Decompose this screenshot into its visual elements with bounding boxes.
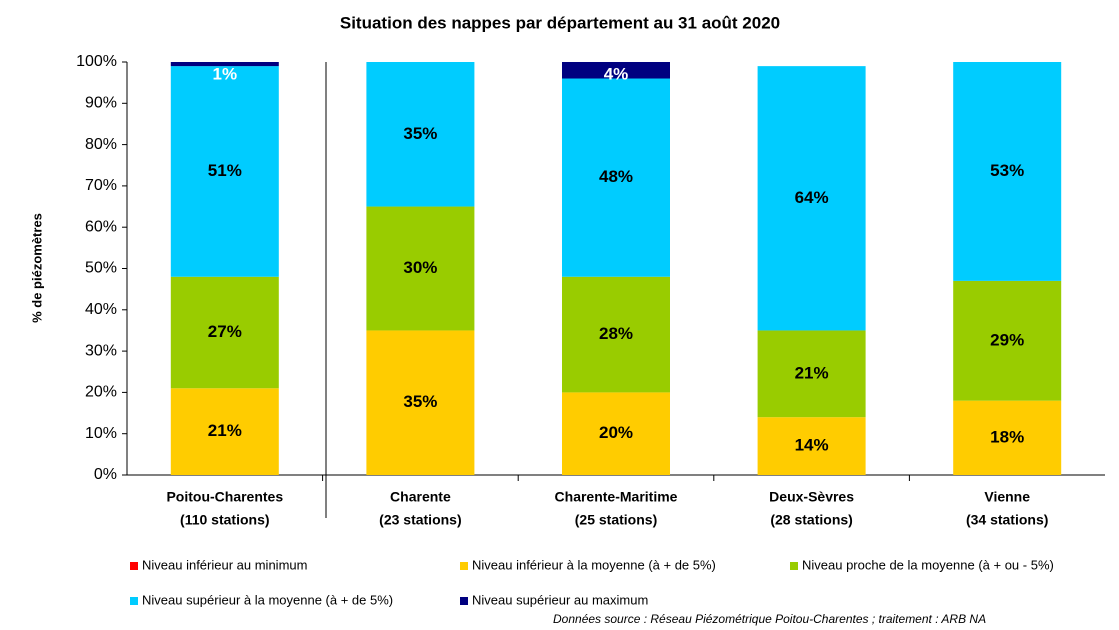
data-label: 48% bbox=[599, 167, 633, 186]
bar-segment bbox=[170, 62, 279, 67]
x-tick-label: (25 stations) bbox=[575, 512, 657, 528]
legend-label: Niveau inférieur au minimum bbox=[142, 557, 307, 572]
legend-swatch bbox=[460, 597, 468, 605]
legend-swatch bbox=[130, 597, 138, 605]
x-tick-label: (23 stations) bbox=[379, 512, 461, 528]
x-tick-label: Poitou-Charentes bbox=[166, 489, 283, 505]
y-tick-label: 90% bbox=[85, 95, 117, 112]
x-tick-label: Deux-Sèvres bbox=[769, 489, 854, 505]
bar-segment bbox=[562, 78, 670, 277]
bar-segment bbox=[562, 276, 670, 393]
x-tick-label: Charente bbox=[390, 489, 451, 505]
legend-swatch bbox=[460, 562, 468, 570]
bar-segment bbox=[170, 66, 279, 277]
y-tick-label: 0% bbox=[94, 466, 117, 483]
data-label: 30% bbox=[403, 258, 437, 277]
data-label: 20% bbox=[599, 423, 633, 442]
data-label: 64% bbox=[795, 188, 829, 207]
data-label: 4% bbox=[604, 64, 629, 83]
legend-label: Niveau supérieur au maximum bbox=[472, 592, 648, 607]
bar-segment bbox=[757, 417, 866, 475]
source-note: Données source : Réseau Piézométrique Po… bbox=[553, 612, 986, 626]
data-label: 28% bbox=[599, 324, 633, 343]
x-tick-label: Charente-Maritime bbox=[555, 489, 678, 505]
y-tick-label: 30% bbox=[85, 342, 117, 359]
data-label: 21% bbox=[795, 363, 829, 382]
data-label: 35% bbox=[403, 392, 437, 411]
legend-label: Niveau proche de la moyenne (à + ou - 5%… bbox=[802, 557, 1054, 572]
data-label: 27% bbox=[208, 322, 242, 341]
data-label: 35% bbox=[403, 124, 437, 143]
bar-segment bbox=[366, 206, 475, 331]
bar-segment bbox=[757, 66, 866, 331]
bar-segment bbox=[170, 388, 279, 475]
data-label: 18% bbox=[990, 427, 1024, 446]
bar-segment bbox=[953, 400, 1062, 475]
y-tick-label: 50% bbox=[85, 260, 117, 277]
y-tick-label: 20% bbox=[85, 384, 117, 401]
legend-label: Niveau supérieur à la moyenne (à + de 5%… bbox=[142, 592, 393, 607]
bar-segment bbox=[170, 276, 279, 389]
x-tick-label: (34 stations) bbox=[966, 512, 1048, 528]
x-tick-label: Vienne bbox=[984, 489, 1030, 505]
data-label: 29% bbox=[990, 330, 1024, 349]
bar-segment bbox=[366, 330, 475, 475]
legend-swatch bbox=[130, 562, 138, 570]
data-label: 14% bbox=[795, 436, 829, 455]
bar-segment bbox=[953, 280, 1062, 401]
bar-segment bbox=[562, 62, 670, 79]
x-tick-label: (110 stations) bbox=[180, 512, 269, 528]
y-tick-label: 10% bbox=[85, 425, 117, 442]
data-label: 21% bbox=[208, 421, 242, 440]
chart-title: Situation des nappes par département au … bbox=[340, 13, 780, 32]
data-label: 51% bbox=[208, 161, 242, 180]
y-tick-label: 80% bbox=[85, 136, 117, 153]
bar-segment bbox=[562, 392, 670, 475]
bar-segment bbox=[757, 330, 866, 418]
y-axis-label: % de piézomètres bbox=[29, 213, 44, 323]
bar-segment bbox=[953, 62, 1062, 281]
y-tick-label: 100% bbox=[76, 53, 117, 70]
legend-label: Niveau inférieur à la moyenne (à + de 5%… bbox=[472, 557, 716, 572]
legend-swatch bbox=[790, 562, 798, 570]
bar-segment bbox=[366, 62, 475, 207]
data-label: 1% bbox=[213, 64, 238, 83]
data-label: 53% bbox=[990, 161, 1024, 180]
y-tick-label: 40% bbox=[85, 301, 117, 318]
y-tick-label: 60% bbox=[85, 218, 117, 235]
y-tick-label: 70% bbox=[85, 177, 117, 194]
x-tick-label: (28 stations) bbox=[770, 512, 852, 528]
